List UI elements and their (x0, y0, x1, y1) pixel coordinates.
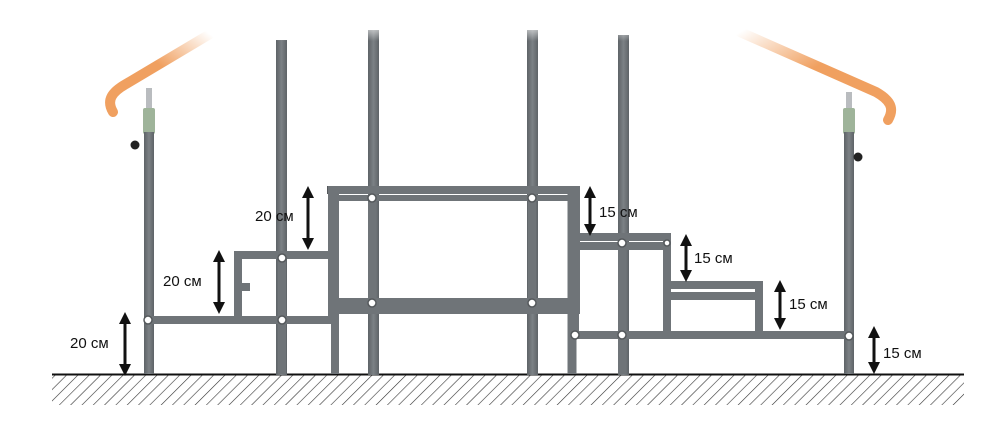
dimension-arrows (119, 186, 880, 376)
dim-right-top: 15 см (599, 204, 638, 221)
left-handrail (105, 29, 215, 374)
dim-left-step2: 20 см (255, 208, 294, 225)
dim-left-ground: 20 см (70, 335, 109, 352)
dim-right-step1: 15 см (694, 250, 733, 267)
ground (52, 373, 964, 405)
frame-bolts (143, 193, 854, 341)
dim-right-step2: 15 см (789, 296, 828, 313)
dim-left-step1: 20 см (163, 273, 202, 290)
center-platform (327, 186, 580, 374)
right-handrail (735, 27, 897, 374)
dim-right-ground: 15 см (883, 345, 922, 362)
